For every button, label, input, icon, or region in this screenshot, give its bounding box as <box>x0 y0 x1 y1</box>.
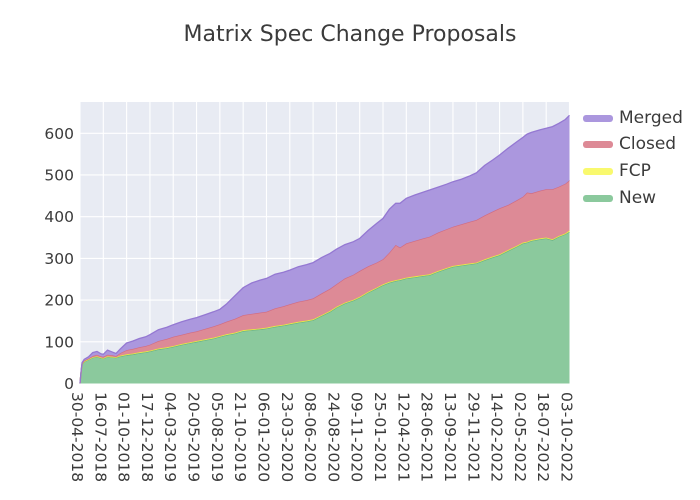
x-axis-tick-label: 01-10-2018 <box>115 392 133 482</box>
x-axis-tick-text: 13-09-2021 <box>441 392 459 482</box>
x-axis-tick-text: 24-08-2020 <box>324 392 342 482</box>
legend: Merged Closed FCP New <box>583 105 683 211</box>
x-axis-tick-text: 17-12-2018 <box>138 392 156 482</box>
legend-item-new: New <box>583 185 683 212</box>
legend-label-fcp: FCP <box>619 160 651 181</box>
x-axis-tick-label: 24-08-2020 <box>324 392 342 482</box>
closed-swatch-icon <box>583 141 613 149</box>
x-axis-tick-text: 06-01-2020 <box>255 392 273 482</box>
x-axis-tick-text: 12-04-2021 <box>394 392 412 482</box>
x-axis-tick-text: 25-01-2021 <box>371 392 389 482</box>
y-axis-tick-label: 300 <box>44 250 74 268</box>
x-axis-tick-text: 09-11-2020 <box>348 392 366 482</box>
x-axis-tick-label: 04-03-2019 <box>161 392 179 482</box>
area-new <box>80 231 570 384</box>
x-axis-tick-text: 04-03-2019 <box>161 392 179 482</box>
y-axis-tick-label: 500 <box>44 166 74 184</box>
x-axis-tick-text: 30-04-2018 <box>68 392 86 482</box>
x-axis-tick-text: 21-10-2019 <box>231 392 249 482</box>
x-axis-tick-label: 23-03-2020 <box>278 392 296 482</box>
x-axis-tick-label: 25-01-2021 <box>371 392 389 482</box>
legend-label-closed: Closed <box>619 134 677 155</box>
area-edge-merged <box>79 114 570 384</box>
x-axis-tick-text: 28-06-2021 <box>418 392 436 482</box>
merged-swatch-icon <box>583 114 613 122</box>
x-axis-tick-label: 06-01-2020 <box>255 392 273 482</box>
x-axis-tick-text: 16-07-2018 <box>91 392 109 482</box>
x-axis-tick-label: 13-09-2021 <box>441 392 459 482</box>
x-axis-tick-label: 02-05-2022 <box>511 392 529 482</box>
x-axis-tick-text: 29-11-2021 <box>464 392 482 482</box>
x-axis-tick-label: 16-07-2018 <box>91 392 109 482</box>
x-axis-tick-label: 29-11-2021 <box>464 392 482 482</box>
legend-label-new: New <box>619 187 657 208</box>
legend-item-merged: Merged <box>583 105 683 132</box>
y-axis-tick-label: 100 <box>44 333 74 351</box>
x-axis-tick-text: 20-05-2019 <box>185 392 203 482</box>
x-axis-tick-text: 03-10-2022 <box>558 392 576 482</box>
x-axis-tick-label: 18-07-2022 <box>534 392 552 482</box>
y-axis-tick-label: 600 <box>44 125 74 143</box>
x-axis-tick-label: 12-04-2021 <box>394 392 412 482</box>
x-axis-tick-text: 05-08-2019 <box>208 392 226 482</box>
y-axis-tick-label: 0 <box>64 375 74 393</box>
x-axis-tick-label: 03-10-2022 <box>558 392 576 482</box>
x-axis-tick-label: 08-06-2020 <box>301 392 319 482</box>
x-axis-tick-label: 17-12-2018 <box>138 392 156 482</box>
x-axis-tick-label: 09-11-2020 <box>348 392 366 482</box>
legend-item-fcp: FCP <box>583 158 683 185</box>
x-axis-tick-label: 30-04-2018 <box>68 392 86 482</box>
legend-label-merged: Merged <box>619 107 683 128</box>
x-axis-tick-text: 08-06-2020 <box>301 392 319 482</box>
chart-title: Matrix Spec Change Proposals <box>183 22 517 47</box>
x-axis-tick-text: 23-03-2020 <box>278 392 296 482</box>
x-axis-tick-label: 20-05-2019 <box>185 392 203 482</box>
area-merged <box>80 115 570 384</box>
area-closed <box>80 180 570 384</box>
x-axis-tick-label: 28-06-2021 <box>418 392 436 482</box>
y-axis-tick-label: 200 <box>44 292 74 310</box>
y-axis-tick-label: 400 <box>44 208 74 226</box>
x-axis-tick-text: 18-07-2022 <box>534 392 552 482</box>
fcp-swatch-icon <box>583 167 613 175</box>
x-axis-tick-label: 14-02-2022 <box>488 392 506 482</box>
x-axis-tick-text: 02-05-2022 <box>511 392 529 482</box>
legend-item-closed: Closed <box>583 132 683 159</box>
new-swatch-icon <box>583 194 613 202</box>
x-axis-tick-text: 01-10-2018 <box>115 392 133 482</box>
x-axis-tick-text: 14-02-2022 <box>488 392 506 482</box>
x-axis-tick-label: 05-08-2019 <box>208 392 226 482</box>
x-axis-tick-label: 21-10-2019 <box>231 392 249 482</box>
